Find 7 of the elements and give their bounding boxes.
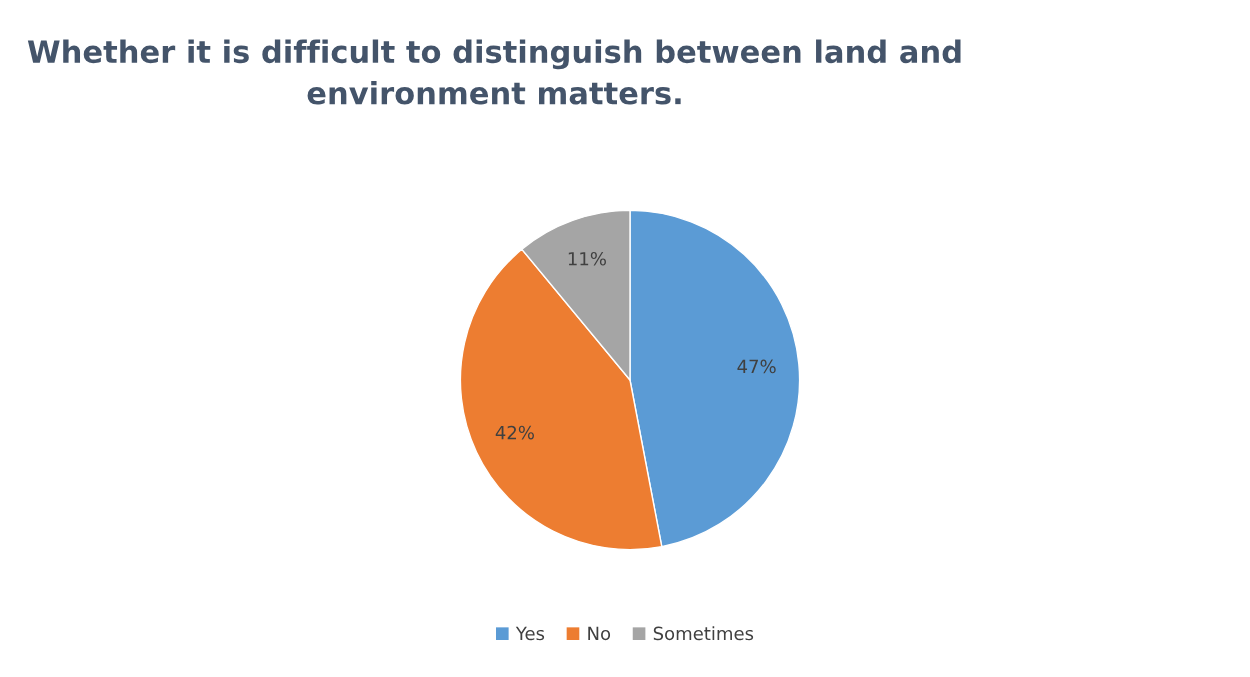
legend-label: Yes bbox=[515, 626, 545, 641]
chart-title: Whether it is difficult to distinguish between land and environment matters. bbox=[27, 39, 961, 105]
data-label: 42% bbox=[495, 425, 534, 440]
data-label: 11% bbox=[568, 251, 606, 266]
legend-label: Sometimes bbox=[653, 626, 754, 641]
legend-label: No bbox=[588, 626, 611, 641]
data-label: 47% bbox=[737, 359, 776, 374]
